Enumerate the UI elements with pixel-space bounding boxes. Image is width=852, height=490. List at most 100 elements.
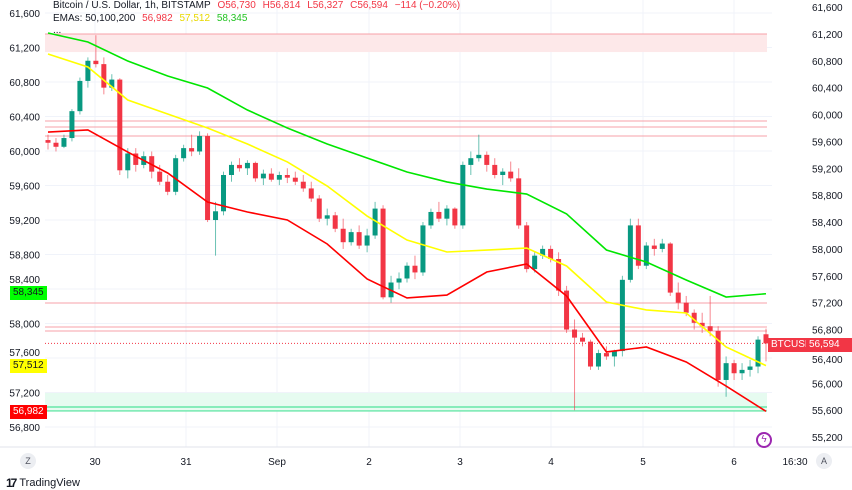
candle-body <box>580 337 586 342</box>
candle-body <box>316 198 322 219</box>
candle-body <box>276 175 282 180</box>
right-axis-tick: 57,600 <box>812 272 843 283</box>
candle-body <box>468 158 474 165</box>
candle-body <box>683 302 689 313</box>
time-axis-tick: 3 <box>457 457 463 468</box>
candle-body <box>428 211 434 226</box>
candle-body <box>532 255 538 270</box>
right-axis-tick: 56,800 <box>812 326 843 337</box>
candle-body <box>715 330 721 380</box>
candle-body <box>173 158 179 192</box>
candle-body <box>332 215 338 229</box>
candle-body <box>181 148 187 159</box>
candle-body <box>611 351 617 357</box>
candle-body <box>691 312 697 323</box>
tv-logo-icon: 17 <box>6 476 17 490</box>
candle-body <box>292 177 298 182</box>
candle-body <box>635 225 641 266</box>
time-axis-tick: 6 <box>731 457 737 468</box>
candle-body <box>476 154 482 159</box>
left-axis-tick: 58,800 <box>9 251 40 262</box>
candle-body <box>348 232 354 243</box>
candle-body <box>627 225 633 280</box>
candle-body <box>205 136 211 221</box>
candle-body <box>268 173 274 180</box>
candle-body <box>564 290 570 330</box>
candle-body <box>651 245 657 249</box>
candle-body <box>572 329 578 338</box>
candle-body <box>189 148 195 152</box>
time-axis-tick: 16:30 <box>782 457 807 468</box>
ema100-value: 57,512 <box>179 13 211 24</box>
candle-body <box>460 164 466 226</box>
candle-body <box>308 188 314 199</box>
right-axis-tick: 55,200 <box>812 433 843 444</box>
time-axis-tick: 31 <box>180 457 192 468</box>
left-axis-tick: 59,200 <box>9 216 40 227</box>
candle-body <box>747 366 753 370</box>
candle-body <box>221 175 227 212</box>
lightning-icon[interactable]: ϟ <box>756 432 772 448</box>
candle-body <box>117 79 123 171</box>
candle-body <box>77 80 83 112</box>
candle-body <box>340 228 346 243</box>
candle-body <box>372 208 378 236</box>
candle-body <box>284 175 290 178</box>
auto-scale-button[interactable]: A <box>816 453 832 469</box>
indicator-legend[interactable]: EMAs: 50,100,200 56,982 57,512 58,345 <box>53 13 251 25</box>
candle-body <box>452 208 458 226</box>
left-axis-tick: 60,000 <box>9 147 40 158</box>
time-axis-tick: 5 <box>640 457 646 468</box>
ema50-axis-tag: 56,982 <box>10 405 47 419</box>
ema-line-ema200 <box>47 32 767 298</box>
time-axis-tick: Sep <box>268 457 286 468</box>
legend-more-button[interactable]: ... <box>53 25 62 36</box>
candle-body <box>556 259 562 291</box>
time-axis-tick: 30 <box>89 457 101 468</box>
symbol-title: Bitcoin / U.S. Dollar, 1h, BITSTAMP <box>53 0 211 11</box>
candle-body <box>508 171 514 179</box>
change-value: −114 (−0.20%) <box>394 0 461 11</box>
ema50-value: 56,982 <box>142 13 173 24</box>
candle-body <box>236 164 242 169</box>
left-axis-tick: 61,600 <box>9 9 40 20</box>
left-axis-tick: 59,600 <box>9 182 40 193</box>
candle-body <box>213 211 219 221</box>
candle-body <box>540 248 546 256</box>
candle-body <box>300 181 306 189</box>
candle-body <box>404 265 410 279</box>
left-axis-tick: 57,200 <box>9 389 40 400</box>
candle-body <box>244 162 250 169</box>
ema200-value: 58,345 <box>216 13 248 24</box>
time-axis-tick: 2 <box>366 457 372 468</box>
ema-line-ema100 <box>47 53 767 367</box>
candle-body <box>667 243 673 293</box>
candle-body <box>699 322 705 327</box>
candle-body <box>587 341 593 367</box>
candle-body <box>109 79 115 88</box>
time-axis-tick: 4 <box>548 457 554 468</box>
candle-body <box>643 245 649 266</box>
left-axis-tick: 57,600 <box>9 348 40 359</box>
candle-body <box>228 164 234 175</box>
candle-body <box>707 326 713 331</box>
right-axis-tick: 58,800 <box>812 191 843 202</box>
candle-body <box>675 292 681 303</box>
right-axis-tick: 56,000 <box>812 379 843 390</box>
candle-body <box>85 60 91 81</box>
left-axis-tick: 58,000 <box>9 320 40 331</box>
support-zone <box>45 392 767 411</box>
right-axis-tick: 59,200 <box>812 164 843 175</box>
candle-body <box>61 138 67 147</box>
candle-body <box>69 111 75 139</box>
candle-body <box>763 334 769 344</box>
candle-body <box>420 225 426 273</box>
z-button[interactable]: Z <box>20 453 36 469</box>
tradingview-logo[interactable]: 17 TradingView <box>6 476 80 490</box>
candle-body <box>723 363 729 380</box>
close-value: C56,594 <box>350 0 388 11</box>
candle-body <box>380 208 386 298</box>
candle-body <box>93 60 99 65</box>
candle-body <box>659 243 665 249</box>
